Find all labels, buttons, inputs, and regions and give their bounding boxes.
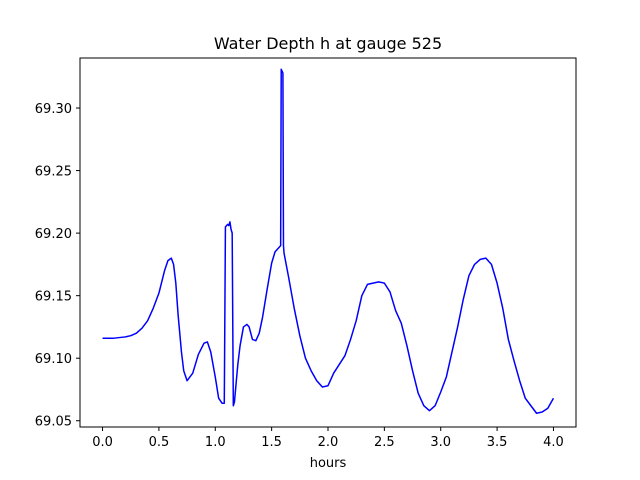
x-tick-label: 2.0 [318, 435, 339, 450]
x-tick-label: 2.5 [374, 435, 395, 450]
x-tick-label: 3.5 [487, 435, 508, 450]
x-axis-label: hours [310, 456, 347, 471]
x-tick-label: 1.5 [261, 435, 282, 450]
plot-area-frame [79, 57, 577, 428]
y-tick-label: 69.15 [35, 290, 72, 305]
x-tick-label: 4.0 [543, 435, 564, 450]
x-tick-label: 3.0 [430, 435, 451, 450]
series-layer [102, 68, 555, 414]
y-tick-label: 69.05 [35, 415, 72, 430]
x-tick-label: 1.0 [205, 435, 226, 450]
y-tick-label: 69.30 [35, 102, 72, 117]
y-axis: 69.05 69.10 69.15 69.20 69.25 69.30 [35, 102, 80, 430]
x-tick-label: 0.5 [149, 435, 170, 450]
y-tick-label: 69.20 [35, 227, 72, 242]
y-tick-label: 69.10 [35, 352, 72, 367]
series-line-0 [102, 68, 555, 414]
x-axis: 0.0 0.5 1.0 1.5 2.0 2.5 3.0 3.5 4.0 [92, 427, 564, 450]
chart-title: Water Depth h at gauge 525 [214, 34, 442, 53]
y-tick-label: 69.25 [35, 165, 72, 180]
x-tick-label: 0.0 [92, 435, 113, 450]
